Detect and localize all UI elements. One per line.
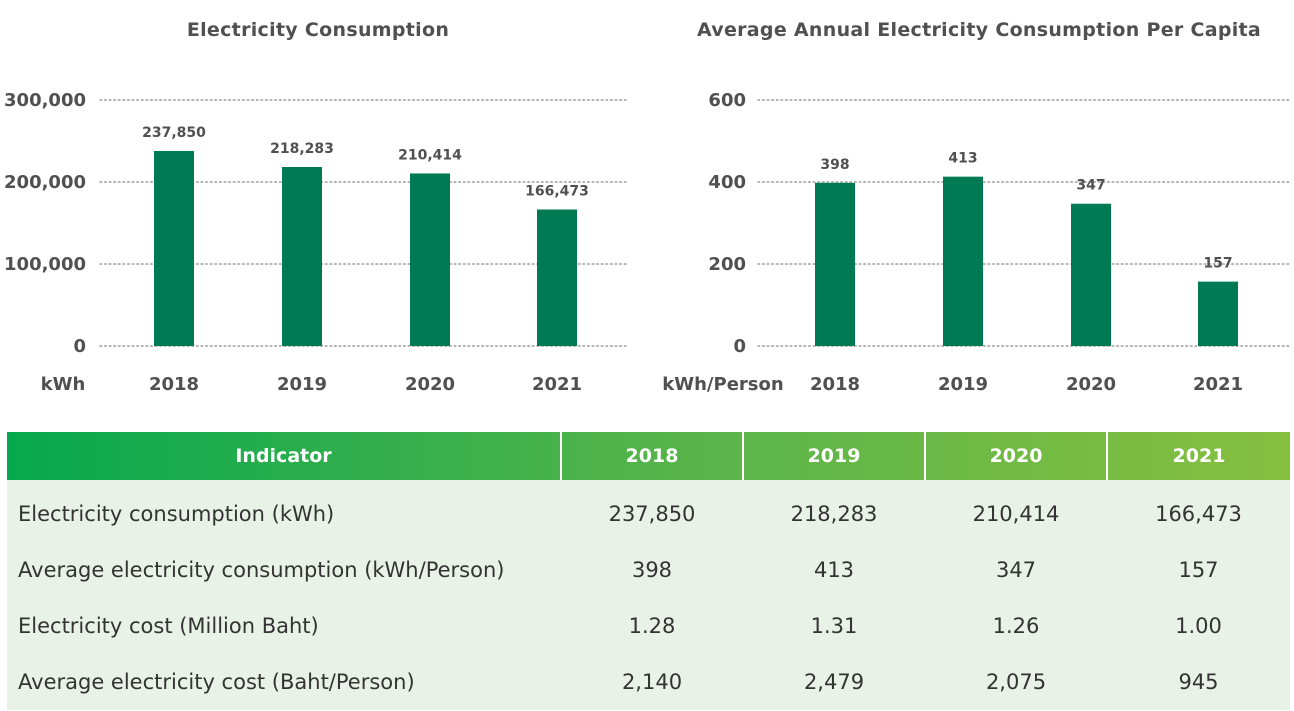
cell-value: 218,283 xyxy=(790,502,878,526)
consumption-data-label: 210,414 xyxy=(398,147,462,163)
consumption-x-tick-label: 2020 xyxy=(405,374,455,395)
consumption-y-tick-label: 100,000 xyxy=(4,254,86,275)
cell-value: 2,140 xyxy=(621,670,683,694)
cell-value: 210,414 xyxy=(972,502,1060,526)
cell-indicator: Average electricity cost (Baht/Person) xyxy=(18,670,415,694)
consumption-bar-2019 xyxy=(282,167,322,346)
per-capita-x-tick-label: 2020 xyxy=(1066,374,1116,395)
cell-value: 1.26 xyxy=(992,614,1040,638)
per-capita-data-label: 347 xyxy=(1076,178,1105,194)
cell-indicator: Electricity consumption (kWh) xyxy=(18,502,335,526)
consumption-bar-2018 xyxy=(154,150,194,346)
cell-value: 2,075 xyxy=(985,670,1047,694)
table-row: Average electricity cost (Baht/Person) 2… xyxy=(7,654,1290,710)
header-2020: 2020 xyxy=(925,432,1108,480)
per-capita-x-tick-label: 2021 xyxy=(1193,374,1243,395)
per-capita-unit-label: kWh/Person xyxy=(662,374,783,395)
consumption-y-tick-label: 300,000 xyxy=(4,90,86,111)
consumption-unit-label: kWh xyxy=(41,374,86,395)
header-2019: 2019 xyxy=(743,432,926,480)
consumption-y-tick-label: 200,000 xyxy=(4,172,86,193)
cell-value: 398 xyxy=(631,558,673,582)
per-capita-x-tick-label: 2018 xyxy=(810,374,860,395)
consumption-x-tick-label: 2019 xyxy=(277,374,327,395)
per-capita-data-label: 157 xyxy=(1203,256,1232,272)
cell-value: 945 xyxy=(1178,670,1219,694)
indicator-table: Indicator 2018 2019 2020 2021 Electricit… xyxy=(7,432,1290,710)
cell-value: 237,850 xyxy=(608,502,696,526)
cell-indicator: Average electricity consumption (kWh/Per… xyxy=(18,558,505,582)
header-indicator: Indicator xyxy=(7,432,562,480)
per-capita-y-tick-label: 0 xyxy=(733,336,746,357)
cell-indicator: Electricity cost (Million Baht) xyxy=(18,614,319,638)
consumption-data-label: 237,850 xyxy=(142,125,206,141)
table-row: Electricity cost (Million Baht) 1.28 1.3… xyxy=(7,598,1290,654)
consumption-bar-2021 xyxy=(537,209,577,346)
header-2021: 2021 xyxy=(1172,445,1226,467)
indicator-table-container: Indicator 2018 2019 2020 2021 Electricit… xyxy=(7,432,1290,710)
table-row: Average electricity consumption (kWh/Per… xyxy=(7,542,1290,598)
cell-value: 166,473 xyxy=(1155,502,1242,526)
cell-value: 1.28 xyxy=(628,614,676,638)
consumption-chart-title: Electricity Consumption xyxy=(187,19,449,41)
per-capita-y-tick-label: 200 xyxy=(708,254,746,275)
per-capita-bar-2018 xyxy=(815,182,855,346)
consumption-bar-2020 xyxy=(410,173,450,346)
per-capita-data-label: 398 xyxy=(820,157,849,173)
consumption-x-tick-label: 2021 xyxy=(532,374,582,395)
header-2018: 2018 xyxy=(561,432,744,480)
per-capita-bar-2020 xyxy=(1071,203,1111,346)
charts-canvas: Electricity Consumption 0 100,000 200,000 30… xyxy=(4,19,1291,395)
per-capita-data-label: 413 xyxy=(948,151,977,167)
consumption-x-tick-label: 2018 xyxy=(149,374,199,395)
consumption-data-label: 218,283 xyxy=(270,141,334,157)
cell-value: 157 xyxy=(1178,558,1219,582)
per-capita-y-tick-label: 400 xyxy=(708,172,746,193)
cell-value: 413 xyxy=(813,558,855,582)
cell-value: 1.31 xyxy=(810,614,858,638)
per-capita-bar-2019 xyxy=(943,176,983,346)
cell-value: 2,479 xyxy=(803,670,865,694)
consumption-y-tick-label: 0 xyxy=(73,336,86,357)
table-row: Electricity consumption (kWh) 237,850 21… xyxy=(7,480,1290,542)
table-header-row: Indicator 2018 2019 2020 2021 xyxy=(7,432,1290,480)
per-capita-chart-title: Average Annual Electricity Consumption P… xyxy=(697,19,1261,41)
cell-value: 347 xyxy=(995,558,1037,582)
per-capita-y-tick-label: 600 xyxy=(708,90,746,111)
cell-value: 1.00 xyxy=(1175,614,1222,638)
per-capita-x-tick-label: 2019 xyxy=(938,374,988,395)
per-capita-bar-2021 xyxy=(1198,281,1238,346)
consumption-data-label: 166,473 xyxy=(525,183,589,199)
